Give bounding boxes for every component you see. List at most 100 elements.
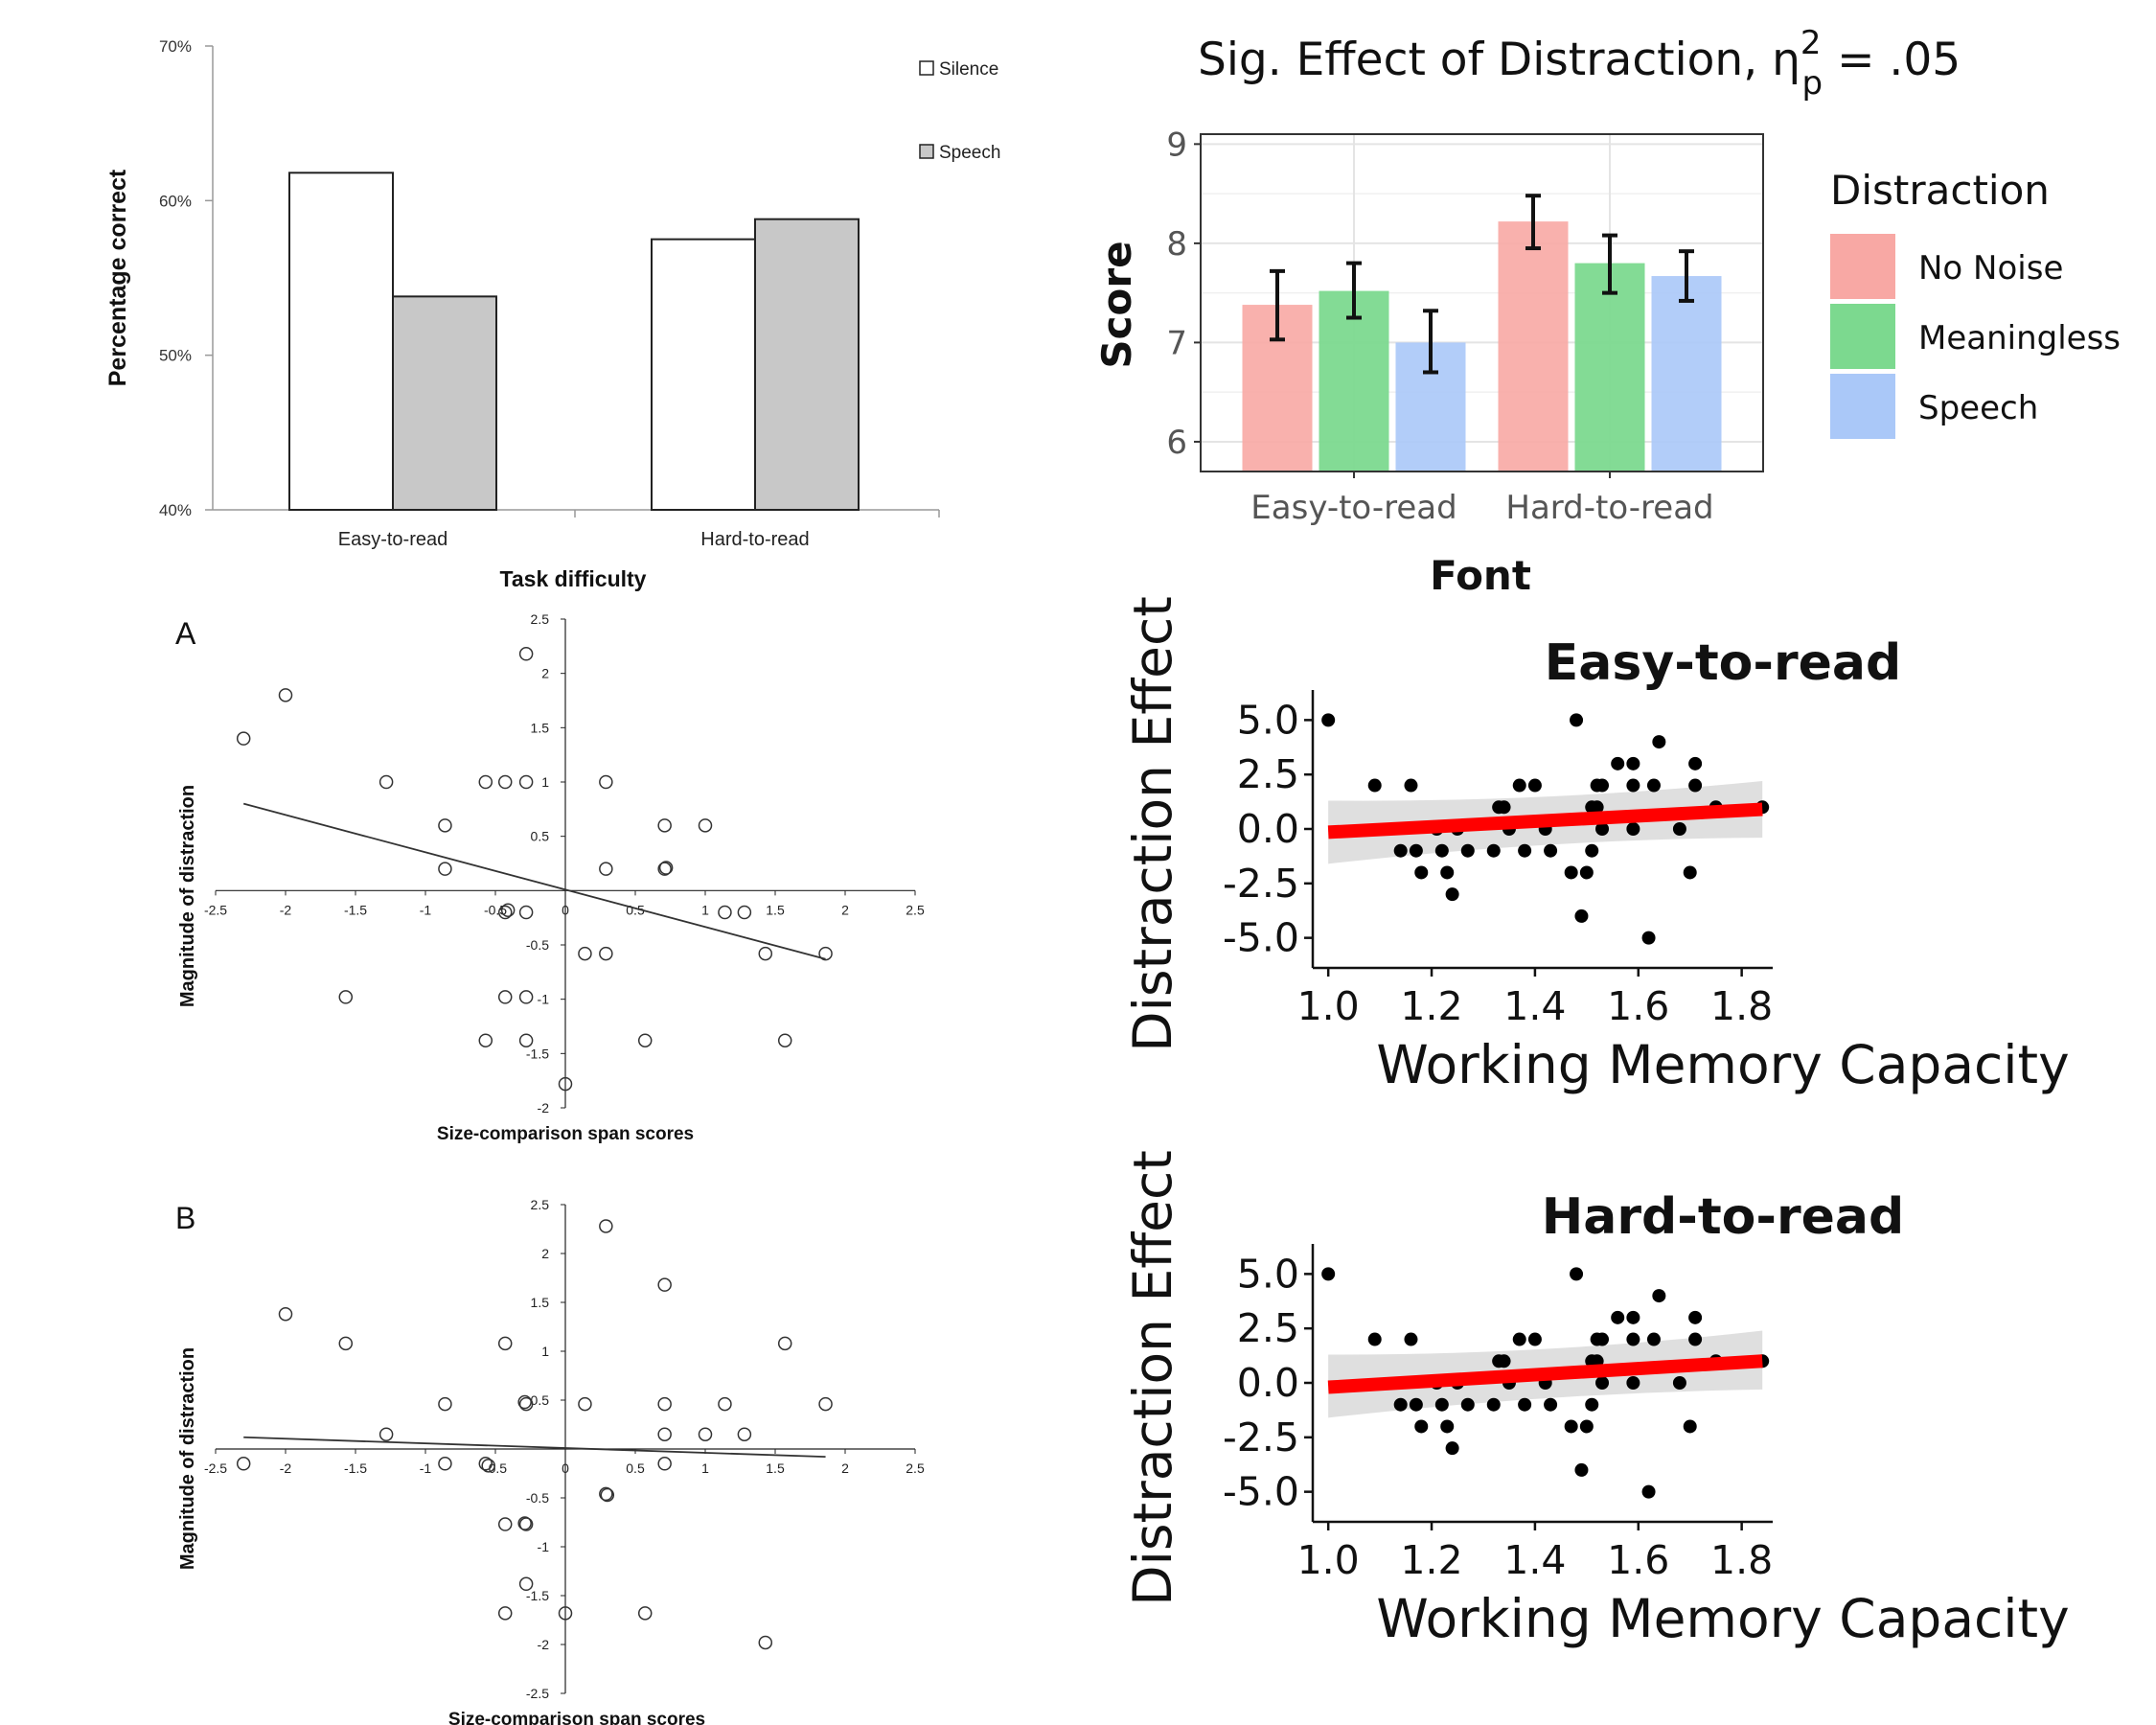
data-point — [1646, 778, 1661, 793]
data-point — [818, 1396, 833, 1412]
data-point — [1321, 1267, 1336, 1281]
data-point — [599, 1219, 613, 1233]
chart-title-sub: p — [1802, 64, 1823, 103]
x-tick-label: 1.5 — [766, 1460, 785, 1476]
y-tick-label: 5.0 — [1237, 1251, 1299, 1297]
data-point — [1652, 1289, 1666, 1303]
legend-swatch — [919, 60, 934, 76]
data-point — [1579, 865, 1594, 880]
y-tick-label: 1.5 — [531, 720, 550, 735]
data-point — [599, 862, 613, 876]
data-point — [737, 905, 752, 920]
data-point — [1321, 713, 1336, 727]
x-tick-label: 1.6 — [1607, 1537, 1669, 1583]
bar — [651, 238, 756, 512]
data-point — [518, 1517, 534, 1531]
panel-score-by-font: Easy-to-read Hard-to-read 6 7 8 9 Sig. Effect … — [1093, 24, 2121, 599]
data-point — [657, 1427, 672, 1441]
y-tick-label: -2.5 — [1223, 1414, 1299, 1460]
x-axis-title: Font — [1430, 552, 1531, 599]
x-tick-label: 1.2 — [1400, 983, 1462, 1029]
legend-label: Speech — [1918, 389, 2038, 427]
data-point — [518, 774, 534, 790]
y-tick-label: 2 — [541, 666, 549, 681]
bar — [1319, 290, 1389, 472]
data-point — [518, 1033, 534, 1047]
chart-title: Hard-to-read — [1542, 1188, 1904, 1246]
x-tick-label: 0.5 — [626, 902, 645, 917]
data-point — [1652, 735, 1666, 749]
legend-label: Meaningless — [1918, 319, 2121, 357]
data-point — [718, 1396, 732, 1412]
x-tick-label: 1.2 — [1400, 1537, 1462, 1583]
y-tick-label: 2.5 — [531, 1197, 550, 1212]
data-point — [481, 1459, 495, 1473]
y-axis-title: Distraction Effect — [1122, 1150, 1183, 1606]
data-point — [1393, 843, 1408, 858]
x-tick-label: -2.5 — [204, 1460, 227, 1476]
chart-title: Sig. Effect of Distraction, η2 p = .05 — [1198, 24, 1961, 103]
y-tick-label: 2.5 — [1237, 751, 1299, 797]
data-point — [1570, 713, 1584, 727]
panel-easy-to-read: 5.0 2.5 0.0 -2.5 -5.0 1.0 1.2 1.4 1.6 1.8 Easy-to-… — [1122, 596, 2070, 1095]
bar — [754, 218, 860, 511]
data-point — [1409, 1397, 1423, 1412]
data-point — [637, 1033, 653, 1047]
y-tick-label: -5.0 — [1223, 1469, 1299, 1515]
data-point — [438, 1457, 452, 1471]
data-point — [517, 1394, 532, 1410]
data-point — [737, 1427, 752, 1441]
data-point — [438, 818, 452, 833]
data-point — [378, 774, 394, 790]
data-point — [637, 1606, 653, 1621]
data-point — [758, 946, 773, 961]
y-tick-label: 60% — [159, 192, 192, 210]
y-tick-label: 1 — [541, 774, 549, 790]
data-point — [657, 1457, 672, 1471]
data-point — [278, 1306, 293, 1322]
panel-label: A — [175, 616, 196, 651]
x-tick-label: 1 — [701, 902, 709, 917]
chart-title-main: Sig. Effect of Distraction, η — [1198, 34, 1800, 86]
chart-title: Easy-to-read — [1545, 634, 1901, 692]
data-point — [1626, 1376, 1640, 1390]
bar — [288, 172, 394, 511]
data-point — [657, 818, 672, 833]
data-point — [1414, 865, 1429, 880]
y-tick-label: 50% — [159, 347, 192, 365]
data-point — [518, 1576, 534, 1592]
panel-label: B — [175, 1201, 195, 1235]
x-tick-label: 1.8 — [1710, 983, 1773, 1029]
data-point — [1574, 908, 1589, 923]
data-point — [1626, 756, 1640, 770]
bar — [392, 295, 497, 511]
data-point — [478, 1457, 493, 1471]
x-tick-label: 1.0 — [1297, 1537, 1360, 1583]
data-point — [1595, 1376, 1610, 1390]
legend-swatch — [1830, 304, 1895, 369]
data-point — [599, 1486, 613, 1502]
x-tick-label: -2.5 — [204, 902, 227, 917]
data-point — [558, 1076, 573, 1092]
data-point — [1404, 1332, 1418, 1346]
data-point — [1409, 843, 1423, 858]
x-tick-label: 1.5 — [766, 902, 785, 917]
data-point — [1518, 1397, 1532, 1412]
data-point — [1497, 800, 1511, 815]
x-tick-label: 1.6 — [1607, 983, 1669, 1029]
x-tick-label: -2 — [280, 902, 292, 917]
data-point — [1440, 1419, 1455, 1434]
plot-border — [1200, 133, 1764, 472]
data-point — [518, 647, 534, 661]
y-tick-label: -2.5 — [1223, 861, 1299, 907]
legend-swatch — [1830, 234, 1895, 299]
x-tick-label: -1.5 — [344, 902, 367, 917]
data-point — [438, 1396, 452, 1412]
data-point — [1672, 822, 1686, 836]
data-point — [777, 1336, 792, 1351]
data-point — [1527, 1332, 1542, 1346]
data-point — [1683, 865, 1697, 880]
x-tick-label: 1.0 — [1297, 983, 1360, 1029]
y-tick-label: 0.5 — [531, 1392, 550, 1408]
data-point — [1434, 1397, 1449, 1412]
